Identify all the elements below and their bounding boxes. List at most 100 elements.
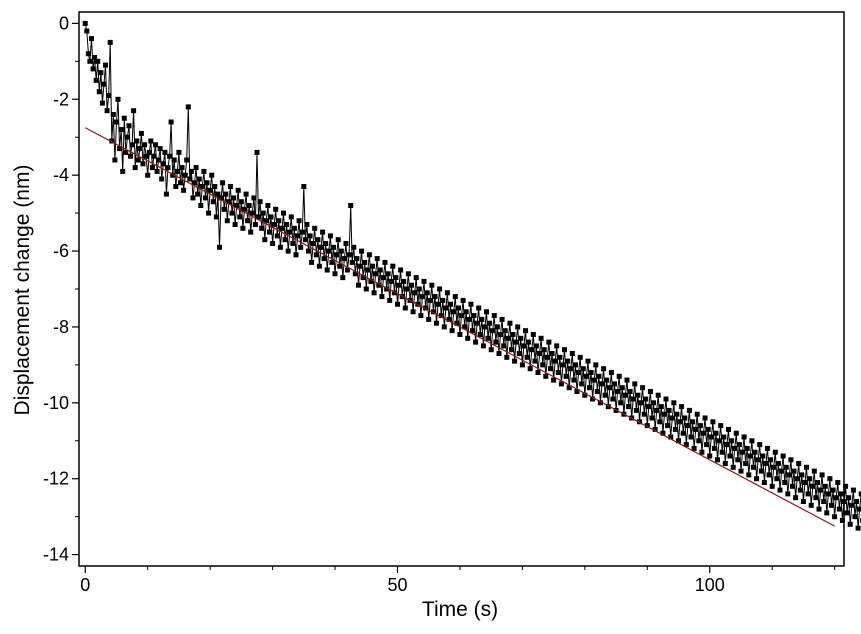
data-point xyxy=(103,62,108,68)
data-point xyxy=(282,237,288,243)
data-point xyxy=(715,457,720,463)
data-point xyxy=(359,248,365,254)
data-point xyxy=(382,259,388,265)
data-point xyxy=(274,233,280,239)
data-point xyxy=(410,309,416,315)
data-point xyxy=(813,495,819,501)
data-point xyxy=(337,263,343,269)
data-point xyxy=(335,237,341,243)
data-point xyxy=(593,362,599,368)
data-point xyxy=(619,385,625,391)
data-point xyxy=(484,309,489,315)
data-point xyxy=(163,191,169,197)
data-point xyxy=(217,244,222,250)
data-point xyxy=(847,521,853,527)
data-point xyxy=(466,316,472,322)
data-point xyxy=(434,320,439,326)
data-point xyxy=(777,487,783,493)
data-point xyxy=(156,157,162,163)
data-point xyxy=(451,309,457,315)
data-point xyxy=(540,362,546,368)
y-tick-label: -12 xyxy=(43,469,69,489)
data-point xyxy=(356,282,361,288)
data-point xyxy=(196,176,202,182)
data-point xyxy=(204,180,210,186)
data-point xyxy=(276,218,282,224)
data-point xyxy=(424,290,430,296)
data-point xyxy=(490,328,496,334)
data-point xyxy=(207,187,213,193)
data-point xyxy=(446,316,452,322)
data-point xyxy=(345,267,350,273)
data-point xyxy=(774,476,780,482)
y-tick-label: -2 xyxy=(53,89,69,109)
data-point xyxy=(821,499,827,504)
data-point xyxy=(315,237,321,243)
data-point xyxy=(574,389,580,394)
data-point xyxy=(616,373,622,379)
data-point xyxy=(285,248,291,254)
data-point xyxy=(452,294,458,300)
data-point xyxy=(573,362,578,368)
data-point xyxy=(521,343,527,349)
data-point xyxy=(772,449,778,455)
data-point xyxy=(245,218,251,224)
data-point xyxy=(106,93,112,98)
data-point xyxy=(530,332,536,337)
data-point xyxy=(368,278,374,284)
data-point xyxy=(560,362,566,368)
y-tick-label: -8 xyxy=(53,317,69,337)
data-point xyxy=(182,172,188,178)
data-point xyxy=(643,396,649,402)
data-point xyxy=(316,263,322,269)
data-point xyxy=(632,381,638,387)
data-point xyxy=(524,354,530,360)
data-point xyxy=(340,275,346,281)
data-point xyxy=(444,290,450,296)
data-point xyxy=(95,58,101,64)
data-point xyxy=(749,438,755,444)
data-point xyxy=(310,241,316,246)
data-point xyxy=(599,381,605,387)
data-point xyxy=(546,339,552,345)
data-point xyxy=(237,214,243,220)
data-point xyxy=(195,191,201,197)
data-point xyxy=(829,502,834,508)
data-point xyxy=(251,195,257,201)
data-point xyxy=(284,222,290,227)
data-point xyxy=(627,389,633,394)
data-point xyxy=(741,434,747,440)
data-point xyxy=(788,457,794,463)
data-point xyxy=(724,442,730,448)
data-point xyxy=(234,203,240,208)
data-point xyxy=(697,423,703,429)
data-point xyxy=(796,461,802,466)
data-point xyxy=(168,119,174,125)
data-point xyxy=(238,199,244,205)
data-point xyxy=(402,305,408,311)
data-point xyxy=(647,389,653,394)
data-point xyxy=(391,290,397,296)
data-point xyxy=(441,324,447,330)
data-point xyxy=(591,377,597,383)
data-point xyxy=(107,39,113,45)
data-point xyxy=(112,157,118,163)
data-point xyxy=(218,195,224,201)
data-point xyxy=(794,476,800,482)
data-point xyxy=(362,259,368,265)
data-point xyxy=(624,377,630,383)
data-point xyxy=(721,434,727,440)
data-point xyxy=(462,324,468,330)
data-point xyxy=(738,468,744,474)
data-point xyxy=(649,415,655,421)
data-point xyxy=(96,89,102,95)
data-point xyxy=(535,370,541,375)
data-point xyxy=(429,282,435,288)
y-tick-label: -6 xyxy=(53,241,69,261)
data-point xyxy=(515,324,521,330)
data-point xyxy=(405,271,411,277)
data-point xyxy=(449,328,455,334)
data-point xyxy=(443,305,449,311)
data-point xyxy=(474,320,480,326)
